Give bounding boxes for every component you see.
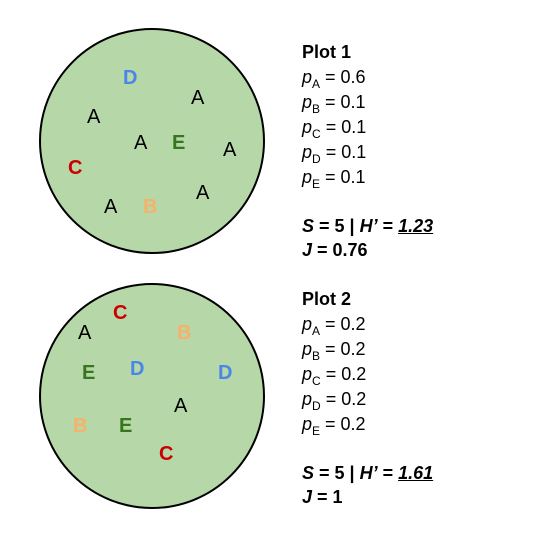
- plot-1-species-label: A: [196, 182, 210, 204]
- shannon-index-value: 1.61: [398, 463, 434, 483]
- plot-2-species-label: D: [218, 362, 233, 384]
- proportion-row: pC = 0.1: [302, 117, 367, 141]
- plot-1-title: Plot 1: [302, 42, 352, 62]
- plot-2-species-label: E: [82, 362, 96, 384]
- plot-2-species-label: A: [174, 395, 188, 417]
- plot-1-species-label: A: [223, 139, 237, 161]
- plot-2-species-label: E: [119, 415, 133, 437]
- proportion-row: pE = 0.2: [302, 414, 366, 438]
- plot-1-species-label: A: [87, 106, 101, 128]
- proportion-row: pA = 0.2: [302, 314, 366, 338]
- plot-2-title: Plot 2: [302, 289, 352, 309]
- plot-2-stats: S = 5 | H’ = 1.61 J = 1: [302, 463, 434, 507]
- proportion-row: pD = 0.2: [302, 389, 367, 413]
- proportion-row: pD = 0.1: [302, 142, 367, 166]
- plot-2-species-label: C: [113, 302, 128, 324]
- plot-2-species-label: A: [78, 322, 92, 344]
- plot-2-circle: [39, 283, 265, 509]
- plot-1-species-label: A: [104, 196, 118, 218]
- plot-1-stats: S = 5 | H’ = 1.23 J = 0.76: [302, 216, 434, 260]
- plot-1-species-label: E: [172, 132, 186, 154]
- plot-2-species-label: B: [73, 415, 88, 437]
- evenness-value: = 1: [312, 487, 343, 507]
- proportion-row: pA = 0.6: [302, 67, 366, 91]
- shannon-index-value: 1.23: [398, 216, 434, 236]
- plot-1-species-label: A: [191, 87, 205, 109]
- proportion-row: pC = 0.2: [302, 364, 367, 388]
- plot-1-info: Plot 1 pA = 0.6 pB = 0.1 pC = 0.1 pD = 0…: [302, 41, 433, 262]
- plot-2-species-label: C: [159, 443, 174, 465]
- plot-1-species-label: D: [123, 67, 138, 89]
- plot-1-species-label: A: [134, 132, 148, 154]
- plot-1-species-label: B: [143, 196, 158, 218]
- plot-2-species-label: D: [130, 358, 145, 380]
- plot-1-circle: [39, 28, 265, 254]
- proportion-row: pB = 0.1: [302, 92, 366, 116]
- proportion-row: pB = 0.2: [302, 339, 366, 363]
- plot-2-species-label: B: [177, 322, 192, 344]
- plot-2-info: Plot 2 pA = 0.2 pB = 0.2 pC = 0.2 pD = 0…: [302, 288, 433, 509]
- evenness-value: = 0.76: [312, 240, 368, 260]
- proportion-row: pE = 0.1: [302, 167, 366, 191]
- plot-1-species-label: C: [68, 157, 83, 179]
